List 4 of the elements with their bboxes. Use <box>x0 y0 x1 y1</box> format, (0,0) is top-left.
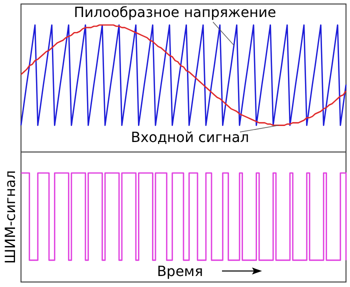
series-label: Входной сигнал <box>130 130 250 146</box>
y-axis-title: ШИМ-сигнал <box>3 170 19 264</box>
series-label: Пилообразное напряжение <box>74 5 276 21</box>
x-axis-title: Время <box>156 264 204 280</box>
